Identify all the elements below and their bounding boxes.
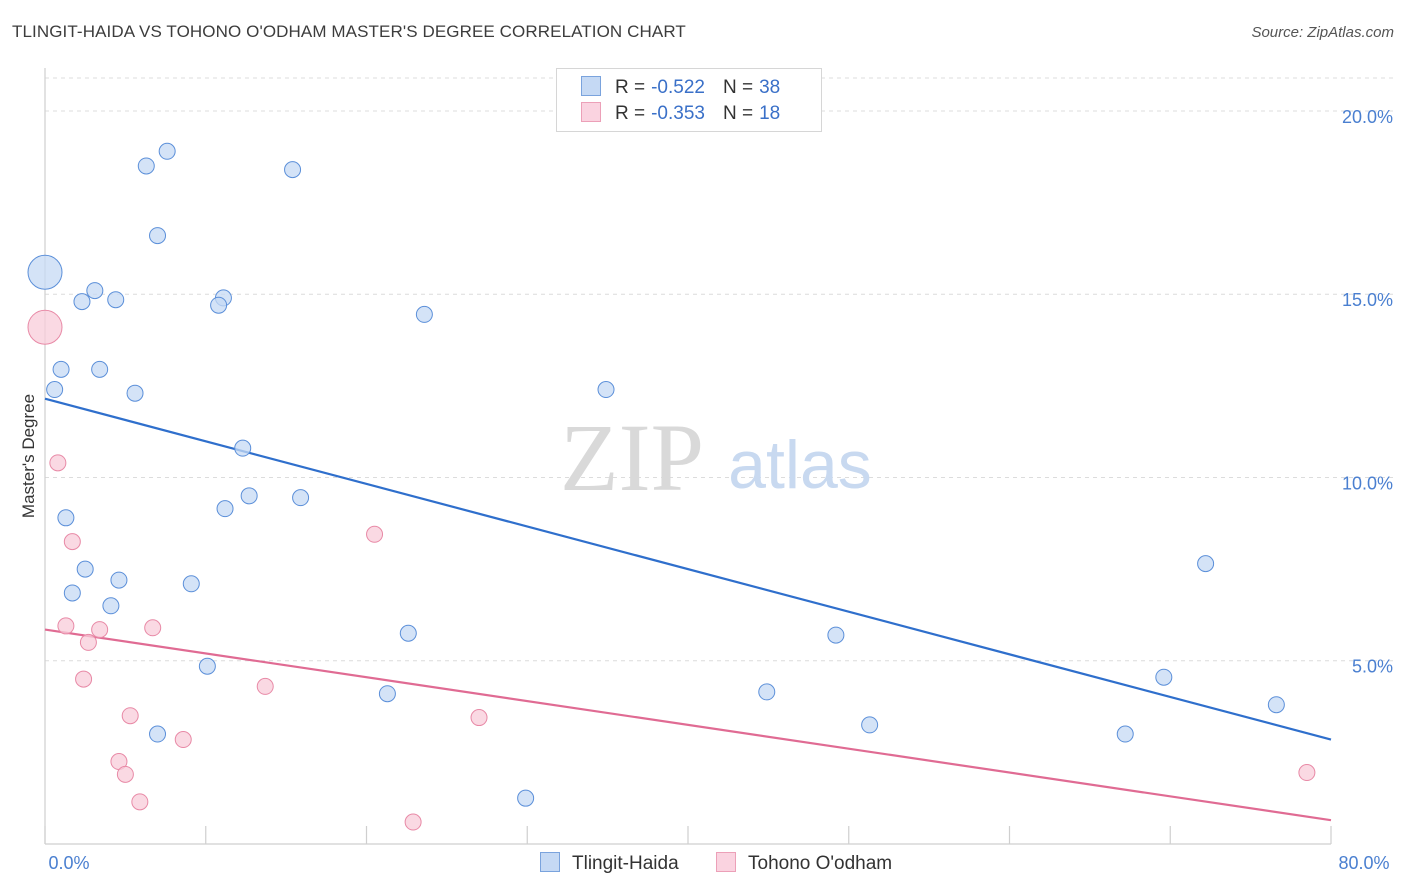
point-tohono-o-odham [121,707,139,725]
point-tohono-o-odham [366,525,384,543]
point-tlingit-haida [126,384,144,402]
point-tlingit-haida [1116,725,1134,743]
chart-title: TLINGIT-HAIDA VS TOHONO O'ODHAM MASTER'S… [12,22,686,41]
y-tick-label: 15.0% [1342,290,1393,310]
point-tohono-o-odham [131,793,149,811]
legend-n-value: 18 [759,103,781,124]
trend-line-tohono-o-odham [44,628,1332,822]
point-tlingit-haida [110,571,128,589]
x-tick-label: 80.0% [1338,853,1389,873]
point-tohono-o-odham [49,454,67,472]
point-tohono-o-odham [144,619,162,637]
trend-lines [44,397,1332,822]
point-tlingit-haida [52,360,70,378]
point-tlingit-haida [216,500,234,518]
point-tohono-o-odham [91,621,109,639]
legend-r-label: R = [615,103,646,124]
point-tohono-o-odham [256,677,274,695]
y-tick-label: 5.0% [1352,657,1393,677]
point-tlingit-haida [137,157,155,175]
point-tlingit-haida [182,575,200,593]
point-tlingit-haida [758,683,776,701]
watermark-zip: ZIP [560,404,704,511]
legend-n-value: 38 [759,77,781,98]
point-tlingit-haida [1155,668,1173,686]
point-tlingit-haida [57,509,75,527]
legend-row-tlingit-haida: R = -0.522 N = 38 [581,76,780,100]
legend-swatch-tohono-oodham [581,102,601,122]
point-tlingit-haida [102,597,120,615]
legend-r-value: -0.522 [651,77,705,98]
y-axis-label: Master's Degree [19,394,38,518]
point-tlingit-haida [86,282,104,300]
point-tlingit-haida [149,725,167,743]
point-tohono-o-odham [27,309,63,345]
point-tohono-o-odham [470,709,488,727]
point-tlingit-haida [861,716,879,734]
point-tlingit-haida [198,657,216,675]
point-tlingit-haida [292,489,310,507]
point-tlingit-haida [378,685,396,703]
trend-line-tlingit-haida [44,397,1332,741]
point-tlingit-haida [284,161,302,179]
data-points [27,142,1316,831]
point-tlingit-haida [149,227,167,245]
point-tlingit-haida [399,624,417,642]
point-tlingit-haida [210,296,228,314]
legend-row-tohono-oodham: R = -0.353 N = 18 [581,102,780,126]
stats-legend: R = -0.522 N = 38 R = -0.353 N = 18 [556,68,822,132]
point-tohono-o-odham [404,813,422,831]
legend-r-value: -0.353 [651,103,705,124]
bottom-legend-label: Tohono O'odham [748,853,893,874]
tick-labels: 5.0% 10.0% 15.0% 20.0% 0.0% 80.0% [48,107,1393,873]
y-tick-label: 10.0% [1342,473,1393,493]
point-tohono-o-odham [75,670,93,688]
point-tlingit-haida [63,584,81,602]
point-tohono-o-odham [63,533,81,551]
watermark-atlas: atlas [728,427,872,503]
axes [44,68,1332,845]
point-tlingit-haida [76,560,94,578]
grid-lines [45,77,1395,662]
x-tick-label: 0.0% [48,853,89,873]
bottom-legend-tohono-oodham: Tohono O'odham [716,852,892,875]
y-tick-label: 20.0% [1342,107,1393,127]
point-tlingit-haida [240,487,258,505]
point-tohono-o-odham [79,633,97,651]
legend-r-label: R = [615,77,646,98]
bottom-legend-swatch-tlingit-haida [540,852,560,872]
point-tlingit-haida [73,293,91,311]
point-tlingit-haida [827,626,845,644]
point-tlingit-haida [234,439,252,457]
point-tohono-o-odham [57,617,75,635]
point-tohono-o-odham [174,731,192,749]
point-tohono-o-odham [1298,764,1316,782]
point-tlingit-haida [27,254,63,290]
point-tlingit-haida [107,291,125,309]
point-tlingit-haida [517,789,535,807]
bottom-legend-tlingit-haida: Tlingit-Haida [540,852,679,875]
point-tlingit-haida [158,142,176,160]
legend-swatch-tlingit-haida [581,76,601,96]
point-tlingit-haida [1197,555,1215,573]
point-tlingit-haida [46,381,64,399]
point-tlingit-haida [415,305,433,323]
watermark: ZIP atlas [560,404,872,511]
bottom-legend-label: Tlingit-Haida [572,853,679,874]
point-tlingit-haida [1267,696,1285,714]
point-tlingit-haida [91,360,109,378]
legend-n-label: N = [722,103,754,124]
bottom-legend-swatch-tohono-oodham [716,852,736,872]
legend-n-label: N = [722,77,754,98]
point-tlingit-haida [597,381,615,399]
point-tohono-o-odham [116,765,134,783]
chart-source: Source: ZipAtlas.com [1251,24,1394,41]
